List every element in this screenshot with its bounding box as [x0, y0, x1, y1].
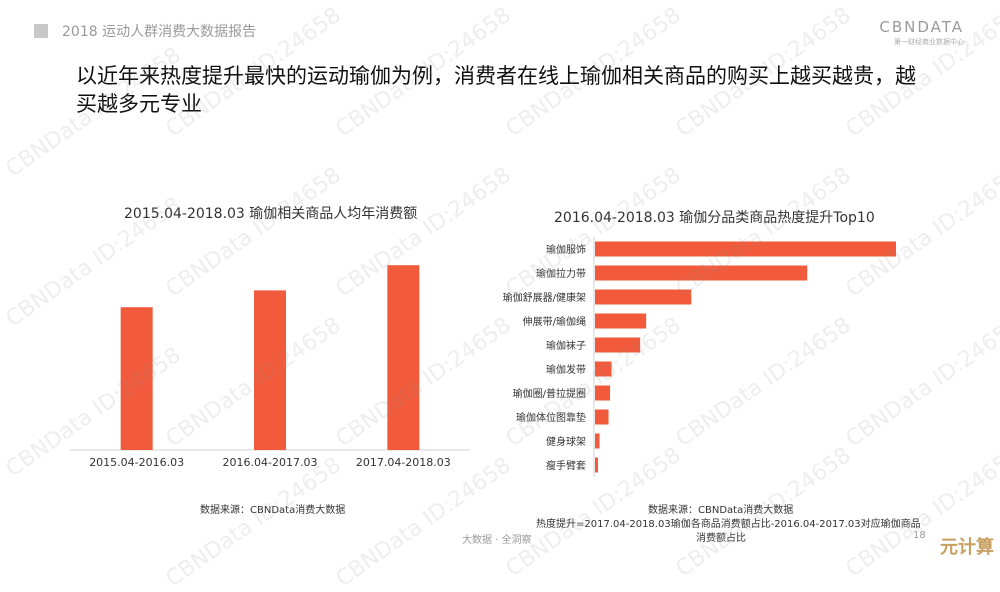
headline: 以近年来热度提升最快的运动瑜伽为例，消费者在线上瑜伽相关商品的购买上越买越贵，越…	[76, 64, 916, 116]
left-bar-1	[120, 307, 153, 450]
report-title: 2018 运动人群消费大数据报告	[62, 24, 257, 40]
right-bar-1	[595, 241, 896, 257]
right-bar-3	[595, 289, 692, 305]
left-bar-2	[254, 290, 286, 450]
right-y-tick-4: 伸展带/瑜伽绳	[523, 315, 586, 328]
right-bar-5	[595, 337, 641, 353]
right-chart-source-2: 热度提升=2017.04-2018.03瑜伽各商品消费额占比-2016.04-2…	[536, 519, 921, 530]
left-x-tick-3: 2017.04-2018.03	[356, 456, 451, 469]
right-bar-2	[595, 265, 808, 281]
right-bar-8	[595, 409, 609, 425]
left-chart-source: 数据来源：CBNData消费大数据	[200, 505, 346, 516]
right-chart-title: 2016.04-2018.03 瑜伽分品类商品热度提升Top10	[554, 210, 875, 226]
cbndata-logo: CBNDATA 第一财经商业数据中心	[879, 18, 964, 47]
corner-brand: 元计算	[940, 537, 994, 558]
right-y-tick-10: 瘦手臂套	[546, 459, 586, 472]
left-chart-title: 2015.04-2018.03 瑜伽相关商品人均年消费额	[124, 206, 418, 222]
logo-subtitle: 第一财经商业数据中心	[894, 38, 964, 46]
right-y-tick-8: 瑜伽体位图靠垫	[516, 411, 586, 424]
right-y-tick-9: 健身球架	[546, 435, 586, 448]
right-y-tick-1: 瑜伽服饰	[546, 243, 586, 256]
left-x-tick-1: 2015.04-2016.03	[89, 456, 184, 469]
right-bar-10	[595, 457, 599, 473]
right-bar-9	[595, 433, 600, 449]
page-number: 18	[913, 530, 926, 541]
right-y-tick-7: 瑜伽圈/普拉提圈	[513, 387, 586, 400]
logo-text: CBNDATA	[879, 18, 964, 36]
right-chart-source-3: 消费额占比	[696, 533, 746, 544]
right-y-tick-3: 瑜伽舒展器/健康架	[503, 291, 586, 304]
right-bar-6	[595, 361, 612, 377]
left-bar-3	[387, 265, 420, 450]
right-y-tick-5: 瑜伽袜子	[546, 339, 586, 352]
right-bar-4	[595, 313, 647, 329]
right-y-tick-2: 瑜伽拉力带	[536, 267, 586, 280]
header-square	[34, 24, 48, 38]
footer-slogan: 大数据 · 全洞察	[462, 535, 532, 546]
left-x-tick-2: 2016.04-2017.03	[223, 456, 318, 469]
left-bar-chart: 2015.04-2016.03 2016.04-2017.03 2017.04-20…	[70, 265, 470, 469]
right-hbar-chart: 瑜伽服饰瑜伽拉力带瑜伽舒展器/健康架伸展带/瑜伽绳瑜伽袜子瑜伽发带瑜伽圈/普拉提…	[503, 237, 896, 477]
right-chart-source-1: 数据来源：CBNData消费大数据	[648, 505, 794, 516]
right-y-tick-6: 瑜伽发带	[546, 363, 586, 376]
right-bar-7	[595, 385, 611, 401]
